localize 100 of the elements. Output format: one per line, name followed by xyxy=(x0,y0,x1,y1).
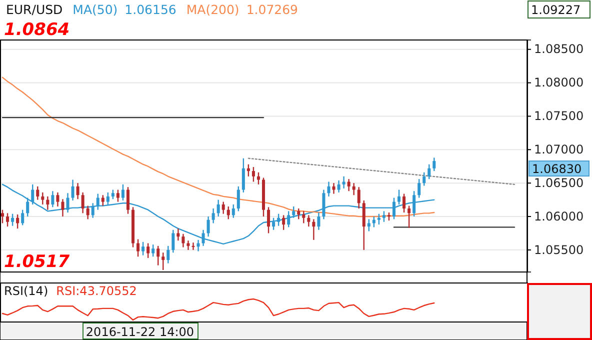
candlestick xyxy=(116,189,120,202)
candlestick xyxy=(267,206,270,234)
candlestick xyxy=(297,208,300,220)
candlestick xyxy=(272,217,276,230)
candlestick xyxy=(322,189,326,220)
text: MA(200) xyxy=(186,2,240,17)
candlestick xyxy=(176,228,180,242)
candlestick xyxy=(81,192,84,214)
text: 1.0864 xyxy=(4,20,70,40)
candlestick xyxy=(121,184,124,202)
y-tick-label: 1.07000 xyxy=(534,142,584,156)
y-tick-label: 1.08500 xyxy=(534,42,584,56)
candlestick xyxy=(186,240,190,251)
candlestick xyxy=(76,182,80,200)
candlestick xyxy=(277,213,280,226)
candlestick xyxy=(292,206,296,218)
text: 2016-11-22 14:00 xyxy=(86,325,194,339)
candlestick xyxy=(236,186,240,212)
chart-subtitle: RSI:43.70552 xyxy=(56,284,137,298)
candlestick xyxy=(398,189,401,206)
candlestick xyxy=(21,209,24,226)
candlestick xyxy=(196,239,200,252)
candlestick xyxy=(362,200,366,251)
candlestick xyxy=(312,218,316,241)
candlestick xyxy=(152,244,155,258)
candlestick xyxy=(51,190,54,208)
candlestick xyxy=(282,214,286,230)
text: 1.09227 xyxy=(531,3,581,17)
candlestick xyxy=(412,190,416,218)
candlestick xyxy=(428,164,431,180)
candlestick xyxy=(246,164,250,177)
candlestick xyxy=(242,158,245,194)
candlestick xyxy=(352,182,356,196)
candlestick xyxy=(422,172,426,186)
candlestick xyxy=(111,189,114,200)
candlestick xyxy=(252,166,255,182)
candlestick xyxy=(146,242,150,259)
line-series xyxy=(2,184,435,245)
text: 1.07269 xyxy=(246,2,298,17)
candlestick xyxy=(408,205,411,228)
candlestick xyxy=(142,241,145,256)
candlestick xyxy=(6,212,10,228)
candlestick xyxy=(101,194,104,206)
y-tick-label: 1.06000 xyxy=(534,209,584,224)
candlestick xyxy=(302,210,306,224)
candlestick xyxy=(61,198,64,218)
candlestick xyxy=(367,218,370,232)
candlestick xyxy=(357,186,360,210)
candlestick xyxy=(342,176,346,190)
candlestick xyxy=(106,192,110,206)
candlestick xyxy=(166,245,170,264)
candlestick xyxy=(56,192,60,208)
candlestick xyxy=(66,192,70,214)
candlestick xyxy=(16,214,20,230)
candlestick xyxy=(372,216,376,228)
candlestick xyxy=(377,213,380,226)
text: 1.06830 xyxy=(532,162,582,176)
candlestick xyxy=(232,204,235,218)
candlestick xyxy=(392,197,396,220)
y-tick-label: 1.05500 xyxy=(534,242,584,257)
candlestick xyxy=(216,199,220,218)
candlestick xyxy=(287,210,290,228)
candlestick xyxy=(337,180,340,194)
candlestick xyxy=(91,202,94,218)
candlestick xyxy=(1,209,4,224)
candlestick xyxy=(307,214,310,228)
candlestick xyxy=(192,242,195,251)
candlestick xyxy=(172,229,175,254)
y-tick-label: 1.08000 xyxy=(534,76,584,90)
candlestick xyxy=(327,181,330,198)
chart-title: EUR/USD xyxy=(6,2,63,17)
candlestick xyxy=(317,212,320,230)
text: MA(50) xyxy=(72,2,118,17)
annotation: 1.0517 xyxy=(4,252,70,272)
candlestick xyxy=(182,233,185,248)
candlestick xyxy=(46,196,50,210)
candlestick xyxy=(226,206,230,220)
candlestick xyxy=(212,208,215,224)
candlestick xyxy=(36,186,40,200)
candlestick xyxy=(26,197,30,218)
chart-title: RSI(14) xyxy=(4,284,48,298)
candlestick xyxy=(41,192,44,206)
candlestick xyxy=(162,252,165,271)
candlestick xyxy=(402,193,406,214)
y-tick-label: 1.07500 xyxy=(534,109,584,124)
candlestick xyxy=(256,172,260,186)
candlestick xyxy=(86,205,90,220)
candlestick xyxy=(347,178,350,192)
candlestick xyxy=(136,238,140,258)
text: 1.06156 xyxy=(124,2,176,17)
candlestick xyxy=(432,157,436,172)
candlestick xyxy=(222,201,225,214)
candlestick xyxy=(71,179,74,202)
candlestick xyxy=(382,210,386,222)
candlestick xyxy=(418,178,421,198)
candlestick xyxy=(11,213,14,226)
candlestick xyxy=(96,193,100,210)
y-tick-label: 1.06500 xyxy=(534,176,584,190)
candlestick xyxy=(206,216,210,238)
candlestick xyxy=(156,245,160,266)
